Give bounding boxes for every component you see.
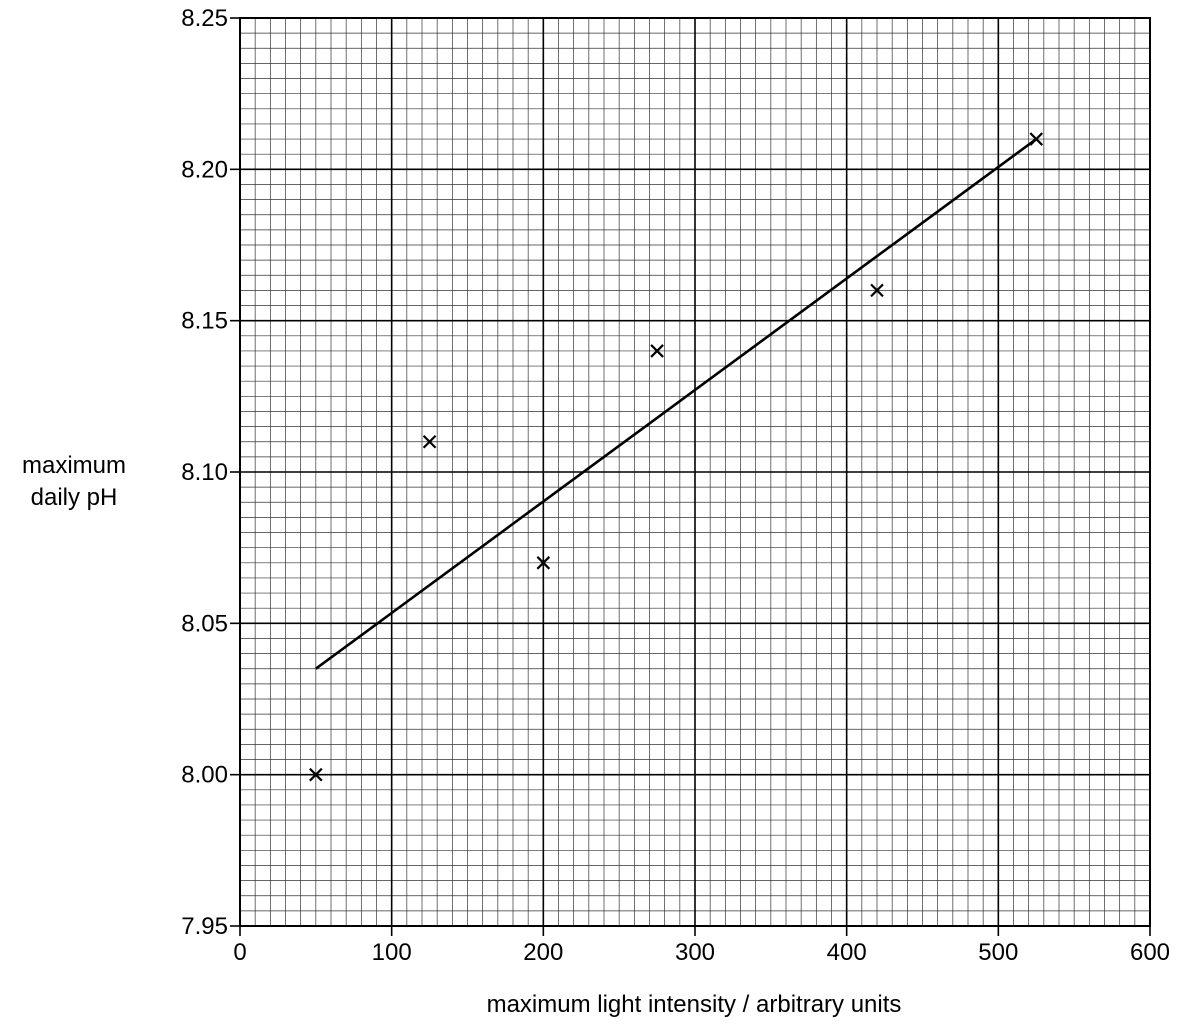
data-point-marker bbox=[870, 283, 884, 298]
y-axis-title: maximum daily pH bbox=[22, 452, 126, 511]
x-tick-label: 600 bbox=[1130, 939, 1170, 966]
x-tick-label: 500 bbox=[978, 939, 1018, 966]
y-tick-labels: 7.95 8.00 8.05 8.10 8.15 8.20 8.25 bbox=[181, 5, 240, 940]
y-tick-label: 8.25 bbox=[181, 5, 228, 32]
y-tick-label: 8.10 bbox=[181, 459, 228, 486]
y-tick-label: 8.05 bbox=[181, 610, 228, 637]
data-point-marker bbox=[650, 344, 664, 358]
y-tick-label: 8.00 bbox=[181, 762, 228, 789]
y-axis-title-line: maximum bbox=[22, 452, 126, 479]
y-tick-label: 8.15 bbox=[181, 308, 228, 335]
data-point-marker bbox=[309, 767, 323, 782]
x-tick-label: 300 bbox=[675, 939, 715, 966]
data-point-marker bbox=[536, 556, 551, 570]
data-point-marker bbox=[1029, 132, 1044, 146]
data-point-marker bbox=[422, 434, 437, 449]
x-tick-label: 0 bbox=[233, 939, 246, 966]
y-tick-label: 7.95 bbox=[181, 913, 228, 940]
data-points bbox=[309, 132, 1044, 782]
x-tick-label: 100 bbox=[372, 939, 412, 966]
y-axis-title-line: daily pH bbox=[31, 484, 118, 511]
best-fit-line bbox=[315, 138, 1038, 670]
x-tick-label: 400 bbox=[827, 939, 867, 966]
y-tick-label: 8.20 bbox=[181, 156, 228, 183]
x-tick-labels: 0 100 200 300 400 500 600 bbox=[233, 926, 1170, 966]
x-tick-label: 200 bbox=[523, 939, 563, 966]
x-axis-title: maximum light intensity / arbitrary unit… bbox=[487, 991, 902, 1018]
